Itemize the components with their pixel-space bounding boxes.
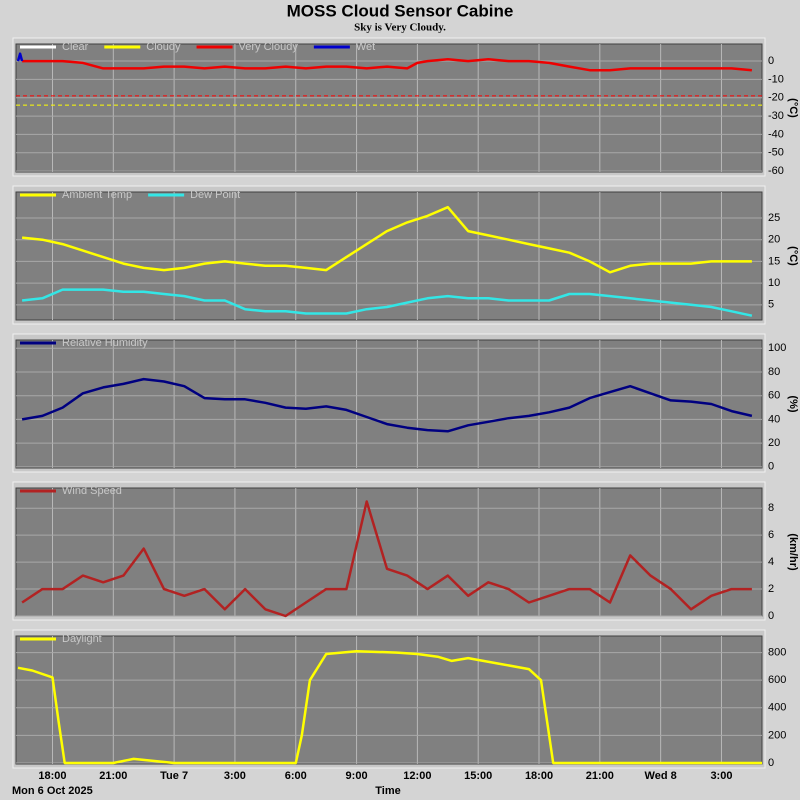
x-tick-label: Tue 7 — [160, 770, 188, 782]
y-tick-label: 0 — [768, 757, 774, 769]
x-tick-label: 18:00 — [38, 770, 66, 782]
legend-label: Relative Humidity — [62, 337, 148, 349]
legend-label: Wind Speed — [62, 485, 122, 497]
legend-label: Ambient Temp — [62, 189, 132, 201]
date-label: Mon 6 Oct 2025 — [12, 785, 93, 797]
y-tick-label: 15 — [768, 255, 780, 267]
y-axis-label: (km/hr) — [787, 533, 799, 571]
y-tick-label: 200 — [768, 729, 786, 741]
series-line — [17, 649, 762, 765]
x-tick-label: 15:00 — [464, 770, 492, 782]
y-tick-label: -20 — [768, 92, 784, 104]
legend-label: Very Cloudy — [239, 41, 299, 53]
plot-area — [15, 43, 763, 173]
legend-label: Daylight — [62, 633, 102, 645]
y-axis-label: (%) — [787, 395, 799, 412]
legend-label: Clear — [62, 41, 89, 53]
series-line — [16, 52, 24, 62]
y-tick-label: 60 — [768, 390, 780, 402]
y-tick-label: -10 — [768, 73, 784, 85]
y-tick-label: 10 — [768, 277, 780, 289]
x-tick-label: 21:00 — [99, 770, 127, 782]
y-tick-label: 0 — [768, 55, 774, 67]
chart-subtitle: Sky is Very Cloudy. — [354, 22, 446, 34]
y-tick-label: 20 — [768, 234, 780, 246]
series-line — [22, 57, 753, 72]
series-line — [21, 288, 753, 317]
x-tick-label: 3:00 — [224, 770, 246, 782]
legend-label: Wet — [356, 41, 375, 53]
y-tick-label: 600 — [768, 674, 786, 686]
x-tick-label: 21:00 — [586, 770, 614, 782]
x-tick-label: 9:00 — [346, 770, 368, 782]
x-tick-label: 6:00 — [285, 770, 307, 782]
y-tick-label: 0 — [768, 461, 774, 473]
x-tick-label: 3:00 — [710, 770, 732, 782]
x-tick-label: 18:00 — [525, 770, 553, 782]
x-tick-label: Wed 8 — [645, 770, 677, 782]
y-tick-label: -60 — [768, 165, 784, 177]
plot-area — [15, 339, 763, 469]
series-line — [21, 205, 752, 274]
y-tick-label: 800 — [768, 646, 786, 658]
y-tick-label: 6 — [768, 529, 774, 541]
legend-label: Cloudy — [146, 41, 181, 53]
y-tick-label: 400 — [768, 702, 786, 714]
y-axis-label: (°C) — [787, 98, 799, 118]
y-tick-label: 8 — [768, 502, 774, 514]
plot-area — [15, 635, 763, 765]
y-tick-label: -50 — [768, 147, 784, 159]
legend-label: Dew Point — [190, 189, 240, 201]
y-tick-label: 40 — [768, 413, 780, 425]
plot-area — [15, 487, 763, 617]
y-axis-label: (°C) — [787, 246, 799, 266]
y-tick-label: 20 — [768, 437, 780, 449]
chart-title: MOSS Cloud Sensor Cabine — [287, 1, 514, 20]
y-tick-label: 0 — [768, 610, 774, 622]
series-line — [21, 377, 753, 433]
y-tick-label: 25 — [768, 212, 780, 224]
y-tick-label: -30 — [768, 110, 784, 122]
y-tick-label: 80 — [768, 366, 780, 378]
y-tick-label: -40 — [768, 128, 784, 140]
y-tick-label: 4 — [768, 556, 774, 568]
y-tick-label: 100 — [768, 342, 786, 354]
x-axis-label: Time — [375, 785, 400, 797]
x-tick-label: 12:00 — [403, 770, 431, 782]
series-line — [21, 500, 752, 618]
y-tick-label: 5 — [768, 299, 774, 311]
y-tick-label: 2 — [768, 583, 774, 595]
